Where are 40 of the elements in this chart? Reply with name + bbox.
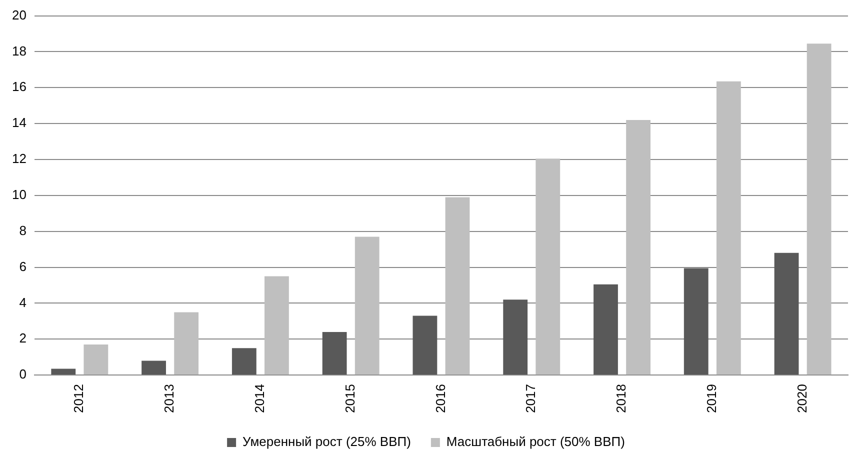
y-tick-label: 16 [12,79,26,94]
bar [536,158,560,375]
y-tick-label: 0 [19,366,26,382]
x-tick-label: 2013 [162,384,177,413]
bar [626,120,650,375]
bar [354,236,380,375]
bar [142,360,166,375]
bar [503,300,528,375]
bar [322,332,347,375]
y-tick-label: 20 [12,7,26,22]
y-tick-label: 14 [12,115,26,130]
legend-label: Умеренный рост (25% ВВП) [242,434,411,450]
y-tick-label: 12 [12,151,26,166]
bar [594,284,618,375]
y-tick-label: 4 [19,294,26,310]
bar [774,252,799,375]
x-tick-label: 2012 [71,384,86,413]
x-tick-label: 2016 [432,384,448,413]
bar [684,268,708,375]
x-tick-label: 2014 [252,384,268,413]
x-tick-label: 2018 [614,384,629,413]
y-tick-label: 18 [12,43,26,58]
bar [412,316,438,375]
bar [174,312,199,375]
bar [84,344,108,375]
bar [232,348,256,375]
x-tick-label: 2015 [342,384,358,413]
x-tick-label: 2019 [704,384,719,413]
y-tick-label: 10 [12,187,26,202]
bar [806,44,832,375]
y-tick-label: 6 [19,258,26,274]
y-tick-label: 8 [19,222,26,238]
legend-label: Масштабный рост (50% ВВП) [446,434,625,450]
x-tick-label: 2020 [794,384,810,413]
bar [716,81,741,375]
bar [264,276,289,375]
bar [51,368,76,375]
bar [445,197,470,375]
y-tick-label: 2 [19,330,26,346]
x-tick-label: 2017 [523,384,538,413]
